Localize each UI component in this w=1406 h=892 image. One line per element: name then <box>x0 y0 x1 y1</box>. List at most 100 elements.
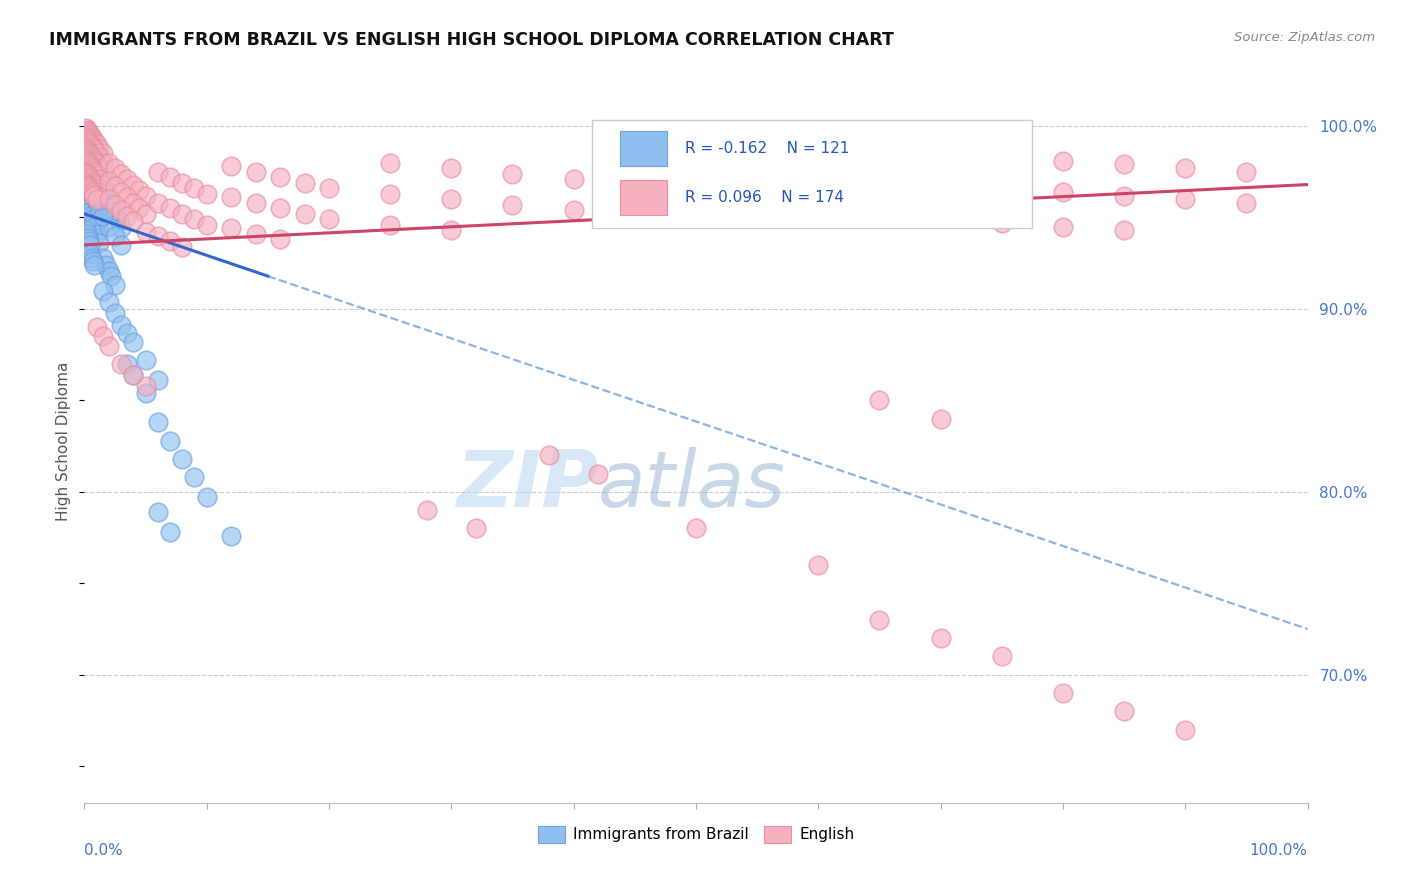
Text: R = -0.162    N = 121: R = -0.162 N = 121 <box>685 141 849 156</box>
Point <box>269 170 291 185</box>
Point <box>82 132 104 146</box>
Point <box>79 150 101 164</box>
Point <box>146 228 169 243</box>
Point <box>82 141 104 155</box>
Point <box>122 178 145 192</box>
Point <box>115 172 138 186</box>
Point <box>807 181 830 195</box>
Point <box>79 148 101 162</box>
Point <box>75 141 97 155</box>
Point <box>80 174 103 188</box>
Text: R = 0.096    N = 174: R = 0.096 N = 174 <box>685 190 844 205</box>
Point <box>86 157 108 171</box>
Point <box>991 181 1014 195</box>
Point <box>440 192 463 206</box>
Point <box>1236 195 1258 210</box>
Point <box>1174 161 1197 175</box>
Point <box>97 294 120 309</box>
Point <box>91 146 114 161</box>
Point <box>685 521 707 535</box>
Point <box>172 451 194 466</box>
Point <box>128 202 150 216</box>
Point <box>122 195 145 210</box>
Point <box>86 194 108 208</box>
Point <box>135 378 157 392</box>
Point <box>97 174 120 188</box>
Point <box>83 143 105 157</box>
Point <box>195 186 218 201</box>
Point <box>79 136 101 150</box>
Point <box>77 205 100 219</box>
Point <box>76 227 98 241</box>
Point <box>86 227 108 241</box>
Point <box>76 178 98 192</box>
Point <box>79 159 101 173</box>
Point <box>83 188 105 202</box>
Point <box>75 137 97 152</box>
Point <box>159 234 181 248</box>
Point <box>380 186 402 201</box>
Point <box>82 216 104 230</box>
Point <box>380 218 402 232</box>
Point <box>685 159 707 173</box>
Point <box>75 120 97 135</box>
Point <box>77 157 100 171</box>
Point <box>110 318 132 333</box>
Point <box>83 134 105 148</box>
Text: ZIP: ZIP <box>456 447 598 523</box>
Point <box>75 165 97 179</box>
Point <box>122 214 145 228</box>
Point <box>586 467 609 481</box>
Point <box>97 219 120 234</box>
Text: atlas: atlas <box>598 447 786 523</box>
Point <box>76 153 98 168</box>
Point <box>1174 723 1197 737</box>
Point <box>1052 686 1074 700</box>
Point <box>76 172 98 186</box>
Point <box>77 202 100 216</box>
Point <box>86 169 108 183</box>
Point <box>269 232 291 246</box>
Point <box>87 150 110 164</box>
Point <box>97 338 120 352</box>
FancyBboxPatch shape <box>620 180 666 215</box>
Point <box>104 228 127 243</box>
Point <box>75 195 97 210</box>
Point <box>83 161 105 175</box>
Point <box>869 157 891 171</box>
Point <box>115 209 138 223</box>
Point <box>77 146 100 161</box>
Point <box>79 209 101 223</box>
Point <box>100 195 122 210</box>
Point <box>86 192 108 206</box>
Point <box>991 649 1014 664</box>
Point <box>77 155 100 169</box>
Point <box>440 161 463 175</box>
Point <box>76 197 98 211</box>
Point <box>685 188 707 202</box>
Point <box>122 368 145 382</box>
Point <box>146 505 169 519</box>
Point <box>172 176 194 190</box>
Point <box>82 157 104 171</box>
Point <box>75 124 97 138</box>
Point <box>77 132 100 146</box>
Text: 100.0%: 100.0% <box>1250 843 1308 857</box>
Point <box>747 165 769 179</box>
Point <box>77 134 100 148</box>
Point <box>77 230 100 244</box>
Point <box>83 219 105 234</box>
Point <box>77 179 100 194</box>
Point <box>104 278 127 293</box>
Point <box>97 190 120 204</box>
Point <box>82 167 104 181</box>
Point <box>83 146 105 161</box>
Point <box>77 179 100 194</box>
Point <box>79 195 101 210</box>
Point <box>87 161 110 175</box>
Point <box>128 183 150 197</box>
Point <box>110 238 132 252</box>
Point <box>83 258 105 272</box>
Point <box>107 214 129 228</box>
Point <box>562 203 585 218</box>
